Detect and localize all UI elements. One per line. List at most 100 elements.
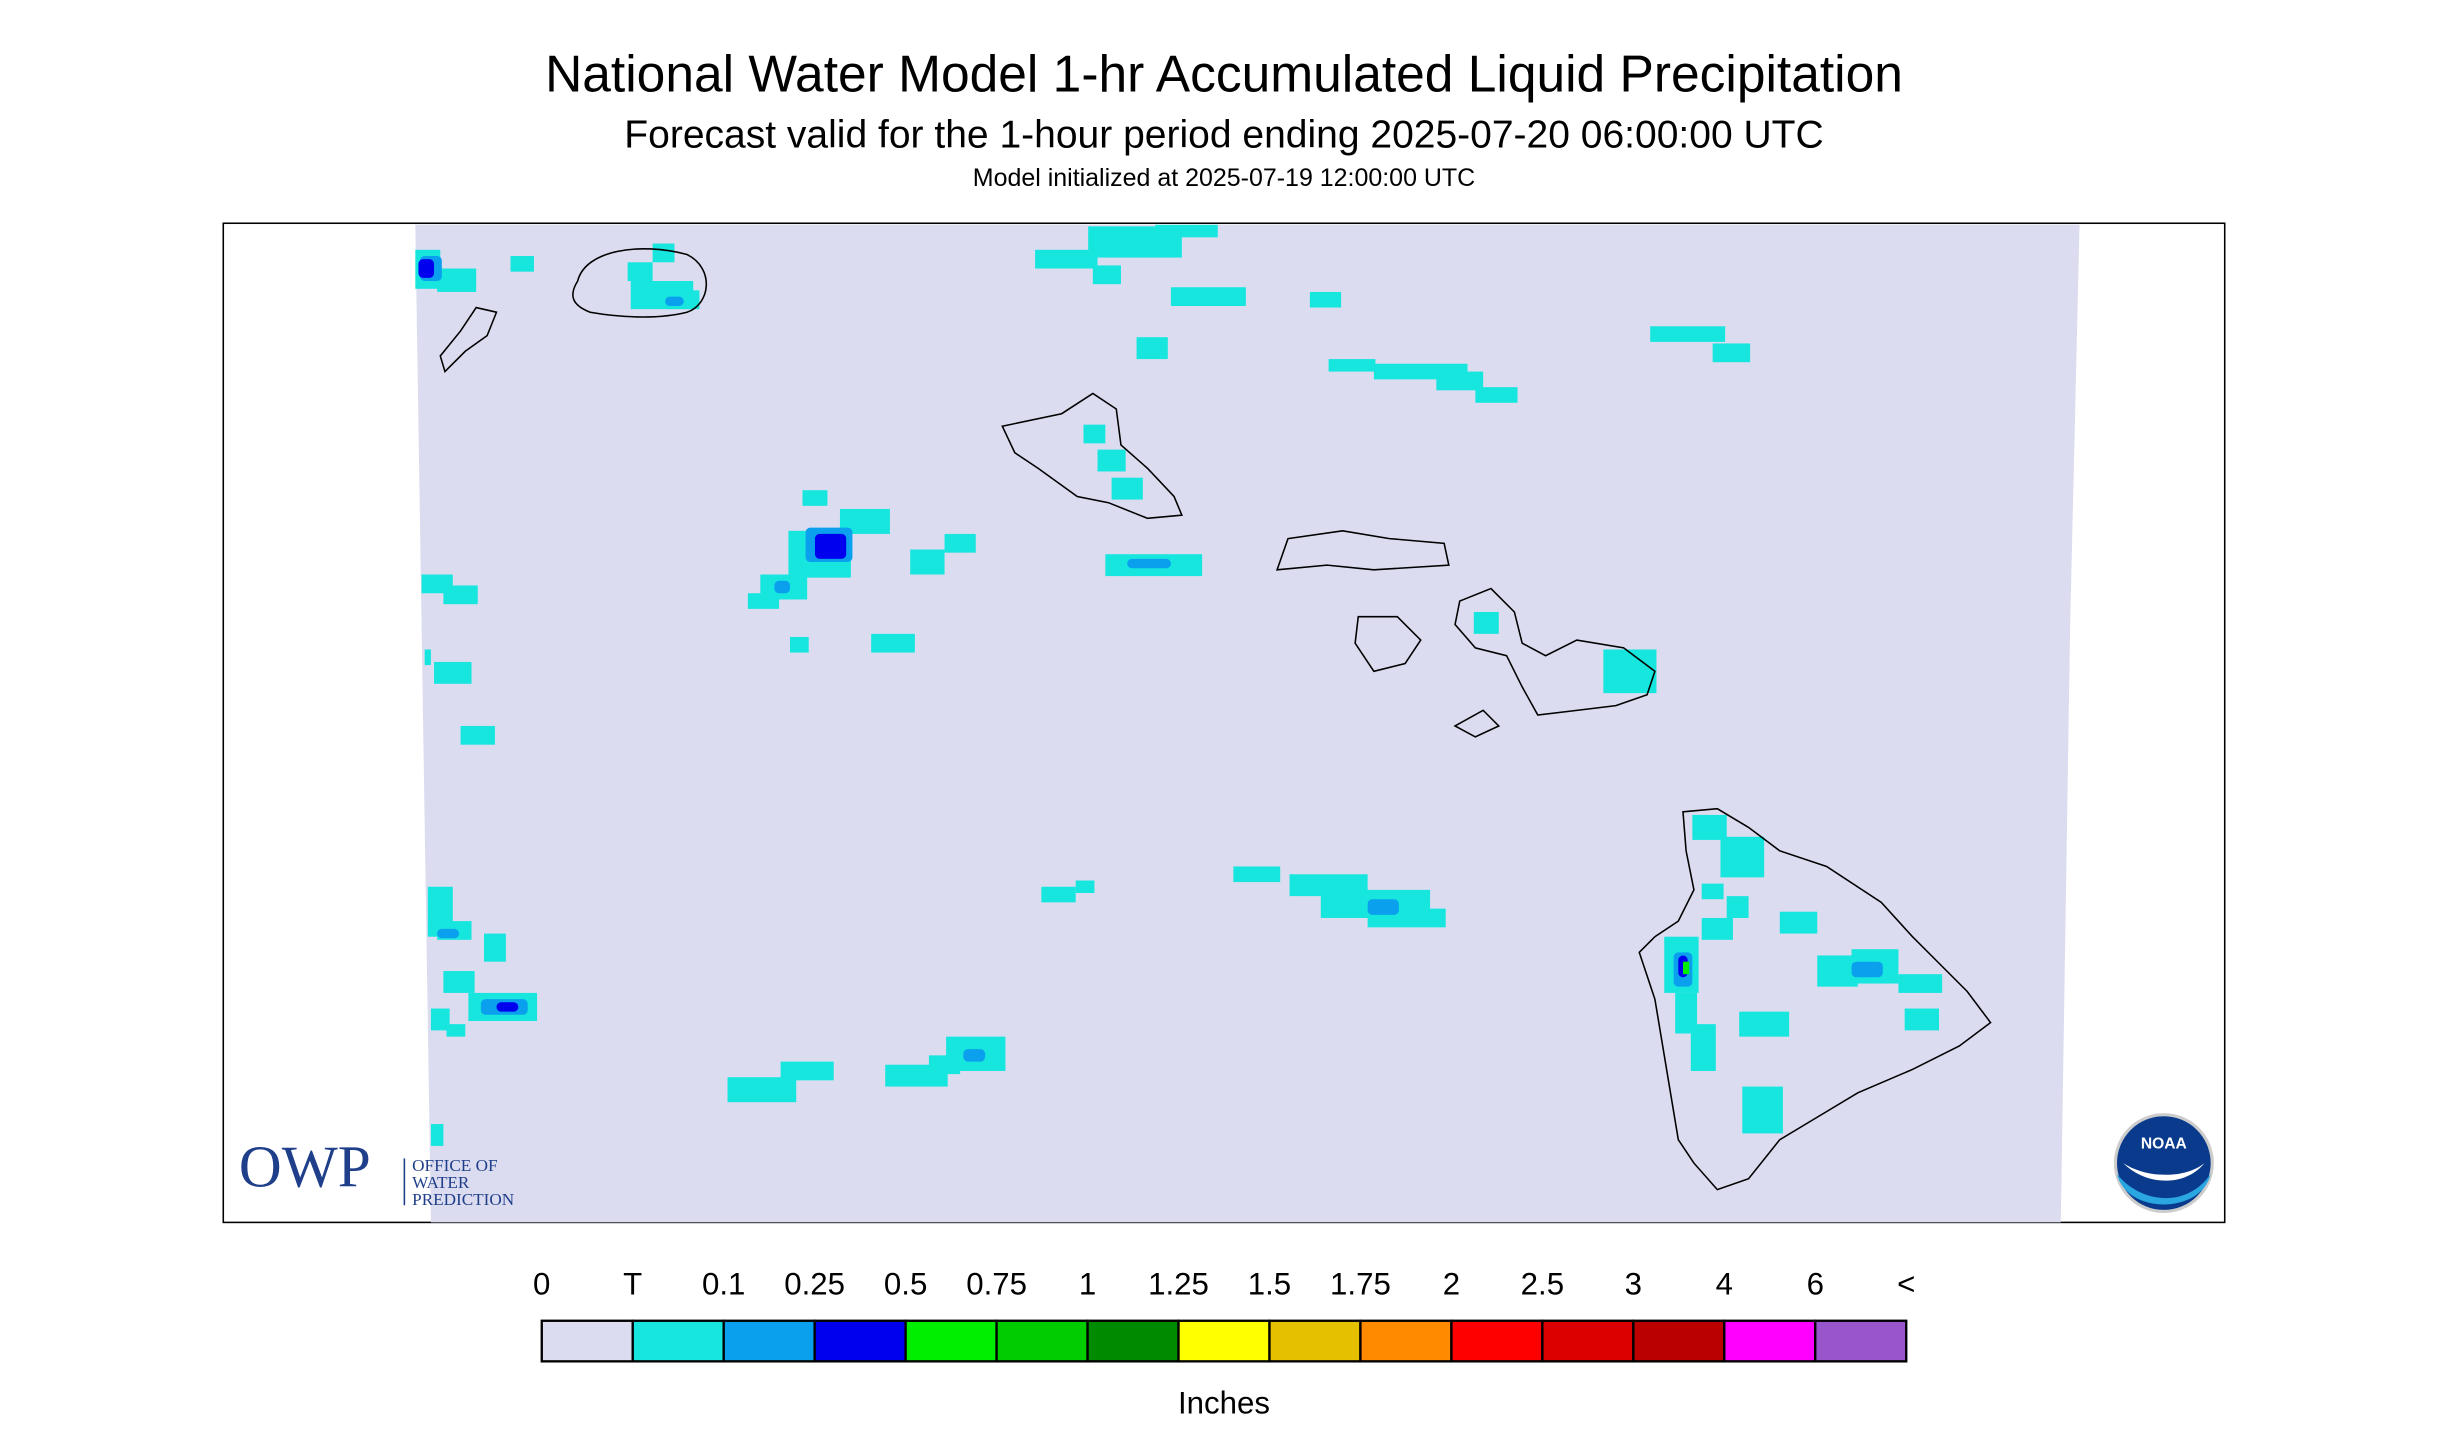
precip-cell	[483, 933, 506, 962]
legend-label: 0.75	[966, 1267, 1027, 1302]
legend-label: 6	[1807, 1267, 1824, 1302]
precip-cell	[871, 633, 915, 653]
precip-cell	[1111, 477, 1143, 500]
noaa-circle	[2113, 1113, 2214, 1214]
lanai	[1354, 615, 1422, 673]
precip-cell	[434, 661, 472, 684]
legend-label: T	[623, 1267, 642, 1302]
precip-cell	[437, 928, 460, 939]
legend-label: <	[1897, 1267, 1915, 1302]
precip-cell	[789, 636, 809, 653]
owp-line: WATER	[412, 1173, 470, 1192]
noaa-logo: NOAA	[2113, 1113, 2214, 1214]
legend-unit: Inches	[1178, 1385, 1270, 1420]
precip-cell	[1650, 326, 1726, 342]
legend-label: 0	[533, 1267, 550, 1302]
legend-swatch	[540, 1319, 634, 1363]
owp-mark: OWP	[239, 1134, 371, 1200]
legend-swatch	[722, 1319, 816, 1363]
legend-swatch	[1086, 1319, 1180, 1363]
legend-label: 1	[1079, 1267, 1096, 1302]
subtitle: Forecast valid for the 1-hour period end…	[624, 114, 1823, 157]
molokai	[1275, 530, 1450, 571]
precip-cell	[1904, 1008, 1940, 1031]
owp-line: PREDICTION	[412, 1190, 514, 1209]
legend-label: 0.5	[884, 1267, 927, 1302]
legend-label: 1.5	[1248, 1267, 1291, 1302]
precip-cell	[747, 593, 780, 609]
precip-cell	[944, 533, 976, 553]
precip-cell	[443, 585, 478, 605]
hawaii	[1638, 807, 1992, 1191]
legend-swatch	[631, 1319, 725, 1363]
precip-cell	[1136, 337, 1168, 360]
precip-cell	[1035, 249, 1098, 269]
legend-swatch	[1632, 1319, 1726, 1363]
precip-cell	[1170, 287, 1246, 306]
precip-cell	[1701, 883, 1724, 900]
precip-cell	[802, 490, 828, 506]
noaa-wave	[2116, 1174, 2211, 1205]
legend-swatch	[1450, 1319, 1544, 1363]
precip-cell	[1475, 387, 1518, 403]
precip-cell	[1328, 359, 1376, 372]
legend-swatch	[1268, 1319, 1362, 1363]
precip-cell	[1155, 224, 1218, 238]
precip-cell	[1712, 343, 1751, 363]
precip-cell	[1367, 899, 1399, 915]
precip-cell	[1898, 974, 1943, 993]
precip-cell	[424, 649, 431, 666]
precip-cell	[1675, 992, 1698, 1034]
precip-cell	[418, 259, 435, 278]
precip-cell	[1092, 265, 1121, 285]
precip-cell	[1075, 880, 1095, 893]
niihau	[439, 306, 498, 374]
legend-label: 4	[1716, 1267, 1733, 1302]
legend-swatch	[1359, 1319, 1453, 1363]
title: National Water Model 1-hr Accumulated Li…	[545, 45, 1903, 103]
precip-cell	[1233, 866, 1281, 883]
precip-cell	[1726, 896, 1749, 918]
precip-cell	[1603, 649, 1657, 694]
precip-cell	[1682, 961, 1690, 975]
legend-swatch	[1723, 1319, 1817, 1363]
legend-label: 2.5	[1521, 1267, 1564, 1302]
precip-cell	[1779, 911, 1818, 934]
precip-cell	[814, 533, 847, 559]
legend-label: 0.1	[702, 1267, 745, 1302]
legend-swatch	[1541, 1319, 1635, 1363]
precip-cell	[1083, 424, 1106, 444]
precip-cell	[430, 1008, 450, 1031]
precip-cell	[1436, 371, 1484, 391]
precip-cell	[1309, 291, 1342, 308]
precip-cell	[910, 549, 945, 575]
legend-swatch	[1814, 1319, 1908, 1363]
legend-swatch	[813, 1319, 907, 1363]
precip-cell	[1739, 1011, 1790, 1037]
precip-cell	[1692, 814, 1727, 840]
precip-cell	[1097, 449, 1126, 472]
precip-cell	[780, 1061, 834, 1081]
oahu	[1001, 392, 1183, 520]
precip-cell	[1742, 1086, 1783, 1134]
precip-cell	[510, 256, 534, 272]
precip-cell	[1851, 961, 1883, 978]
islands	[439, 248, 1992, 1191]
noaa-text: NOAA	[2141, 1135, 2187, 1152]
legend-swatch	[995, 1319, 1089, 1363]
precip-cell	[1720, 836, 1765, 878]
precip-cell	[460, 725, 495, 745]
precip-cell	[627, 262, 653, 282]
precip-cell	[446, 1024, 466, 1037]
owp-line: OFFICE OF	[412, 1156, 497, 1175]
precip-field	[415, 224, 1943, 1146]
precip-cell	[665, 296, 684, 306]
precip-cell	[1690, 1024, 1716, 1071]
legend-swatch	[1177, 1319, 1271, 1363]
legend-label: 1.25	[1148, 1267, 1209, 1302]
init-note: Model initialized at 2025-07-19 12:00:00…	[973, 164, 1475, 192]
kauai	[572, 248, 708, 318]
precip-cell	[1817, 955, 1858, 987]
noaa-bird	[2123, 1163, 2205, 1181]
